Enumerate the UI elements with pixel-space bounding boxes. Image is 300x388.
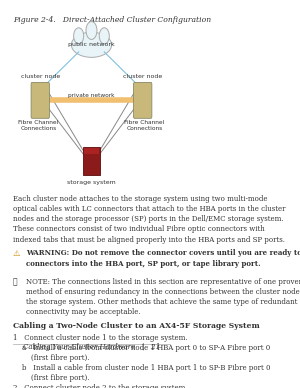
Text: b   Install a cable from cluster node 1 HBA port 1 to SP-B Fibre port 0: b Install a cable from cluster node 1 HB…	[13, 364, 270, 372]
Text: method of ensuring redundancy in the connections between the cluster nodes and: method of ensuring redundancy in the con…	[26, 288, 300, 296]
FancyBboxPatch shape	[83, 147, 99, 154]
Text: Figure 2-4.   Direct-Attached Cluster Configuration: Figure 2-4. Direct-Attached Cluster Conf…	[13, 16, 211, 24]
Text: (first fibre port).: (first fibre port).	[13, 374, 89, 382]
FancyBboxPatch shape	[134, 83, 152, 118]
Text: cluster node: cluster node	[21, 74, 60, 79]
Text: 2   Connect cluster node 2 to the storage system.: 2 Connect cluster node 2 to the storage …	[13, 384, 188, 388]
Text: 1   Connect cluster node 1 to the storage system.: 1 Connect cluster node 1 to the storage …	[13, 334, 188, 342]
Text: connectors into the HBA port, SP port, or tape library port.: connectors into the HBA port, SP port, o…	[26, 260, 260, 268]
Text: These connectors consist of two individual Fibre optic connectors with: These connectors consist of two individu…	[13, 225, 265, 234]
FancyBboxPatch shape	[31, 83, 50, 118]
Ellipse shape	[86, 21, 97, 40]
Ellipse shape	[99, 28, 109, 44]
Text: (first fibre port).: (first fibre port).	[13, 354, 89, 362]
Ellipse shape	[74, 28, 84, 44]
Text: Fibre Channel
Connections: Fibre Channel Connections	[18, 120, 58, 131]
Text: WARNING: Do not remove the connector covers until you are ready to insert the: WARNING: Do not remove the connector cov…	[26, 249, 300, 257]
Text: 📝: 📝	[13, 278, 17, 287]
Text: Each cluster node attaches to the storage system using two multi-mode: Each cluster node attaches to the storag…	[13, 196, 267, 203]
Text: Cabling Your Cluster Hardware   |   21: Cabling Your Cluster Hardware | 21	[23, 343, 160, 351]
Text: ⚠: ⚠	[13, 249, 20, 258]
Text: nodes and the storage processor (SP) ports in the Dell/EMC storage system.: nodes and the storage processor (SP) por…	[13, 215, 283, 223]
Ellipse shape	[71, 32, 112, 57]
Text: public network: public network	[68, 42, 115, 47]
Text: the storage system. Other methods that achieve the same type of redundant: the storage system. Other methods that a…	[26, 298, 297, 306]
Text: a   Install a cable from cluster node 1 HBA port 0 to SP-A Fibre port 0: a Install a cable from cluster node 1 HB…	[13, 344, 270, 352]
Text: cluster node: cluster node	[123, 74, 162, 79]
Text: indexed tabs that must be aligned properly into the HBA ports and SP ports.: indexed tabs that must be aligned proper…	[13, 236, 285, 244]
FancyBboxPatch shape	[83, 147, 100, 175]
Text: Fibre Channel
Connections: Fibre Channel Connections	[124, 120, 165, 131]
Text: Cabling a Two-Node Cluster to an AX4-5F Storage System: Cabling a Two-Node Cluster to an AX4-5F …	[13, 322, 260, 329]
Text: storage system: storage system	[67, 180, 116, 185]
Text: NOTE: The connections listed in this section are representative of one proven: NOTE: The connections listed in this sec…	[26, 278, 300, 286]
Text: connectivity may be acceptable.: connectivity may be acceptable.	[26, 308, 140, 316]
Text: private network: private network	[68, 92, 115, 97]
Text: optical cables with LC connectors that attach to the HBA ports in the cluster: optical cables with LC connectors that a…	[13, 205, 285, 213]
